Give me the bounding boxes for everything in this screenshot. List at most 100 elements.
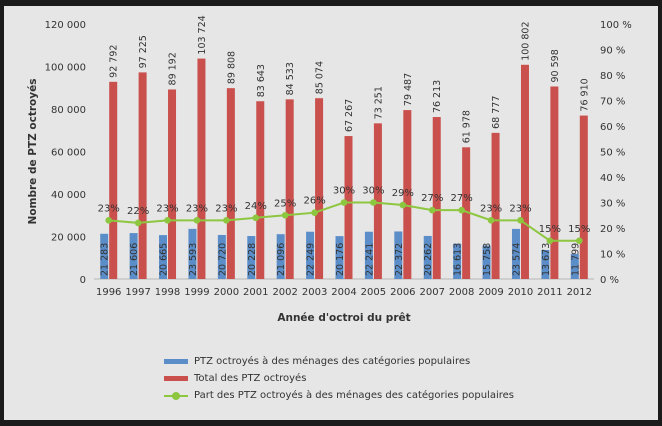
y2-tick-label: 100 %: [600, 20, 632, 31]
x-tick-label: 2007: [420, 287, 445, 298]
y2-tick-label: 20 %: [600, 224, 625, 235]
bar-total-label: 79 487: [403, 73, 414, 106]
bar-total: [579, 115, 588, 279]
x-tick-label: 2010: [508, 287, 533, 298]
x-tick-label: 1997: [125, 287, 150, 298]
bar-popular: [482, 245, 491, 279]
bar-popular-label: 20 176: [335, 243, 346, 276]
share-label: 23%: [509, 203, 531, 214]
legend-item-total: Total des PTZ octroyés: [164, 370, 514, 387]
bar-popular: [570, 253, 579, 279]
bar-total-label: 103 724: [197, 15, 208, 54]
share-point: [487, 217, 495, 224]
bar-popular-label: 20 228: [247, 243, 258, 276]
share-label: 26%: [303, 196, 325, 207]
y2-tick-label: 50 %: [600, 148, 625, 159]
bar-popular: [188, 228, 197, 279]
x-tick-label: 2012: [567, 287, 592, 298]
bar-popular-label: 21 096: [276, 243, 287, 276]
share-point: [517, 217, 524, 224]
x-tick-label: 2003: [302, 287, 327, 298]
share-label: 29%: [392, 188, 414, 199]
y2-tick-label: 90 %: [600, 46, 625, 57]
bar-popular: [276, 234, 285, 279]
share-point: [164, 217, 171, 224]
bar-total-label: 76 213: [432, 80, 443, 113]
x-tick-label: 2006: [390, 287, 415, 298]
bar-total: [138, 72, 147, 279]
y2-tick-label: 10 %: [600, 250, 625, 261]
bar-total-label: 76 910: [579, 78, 590, 111]
bar-total-label: 92 792: [109, 45, 120, 78]
bar-popular-label: 23 574: [511, 243, 522, 276]
y2-tick-label: 80 %: [600, 71, 625, 82]
y-tick-label: 0: [80, 275, 86, 286]
share-point: [546, 237, 554, 245]
bar-total: [462, 147, 471, 279]
bar-total: [285, 99, 294, 280]
bar-popular: [129, 233, 138, 279]
bar-total-label: 68 777: [491, 96, 502, 129]
bar-total: [491, 132, 500, 279]
bar-popular-label: 22 372: [394, 243, 405, 276]
y-tick-label: 120 000: [45, 20, 86, 31]
bar-popular-label: 22 241: [364, 243, 375, 276]
bar-popular: [394, 231, 403, 279]
bar-popular-label: 11 799: [570, 243, 581, 276]
bar-total-label: 67 267: [344, 99, 355, 132]
share-point: [399, 201, 407, 209]
bar-total: [373, 123, 382, 280]
bar-total: [403, 110, 412, 280]
bar-total-label: 84 533: [285, 62, 296, 95]
y-tick-label: 20 000: [51, 233, 86, 244]
x-tick-label: 1998: [155, 287, 180, 298]
bar-total-label: 97 225: [138, 35, 149, 68]
share-point: [370, 199, 377, 206]
share-label: 30%: [362, 186, 384, 197]
y-tick-label: 100 000: [45, 63, 86, 74]
y-tick-label: 80 000: [51, 105, 86, 116]
bar-popular: [335, 236, 344, 279]
y-axis-title: Nombre de PTZ octroyés: [27, 79, 39, 225]
legend-label-share: Part des PTZ octroyés à des ménages des …: [194, 390, 514, 401]
share-label: 23%: [156, 203, 178, 214]
bar-total: [168, 89, 177, 279]
bar-popular-label: 20 665: [159, 243, 170, 276]
x-tick-label: 2011: [537, 287, 562, 298]
x-tick-label: 1996: [96, 287, 121, 298]
bar-total-label: 73 251: [373, 86, 384, 119]
legend-swatch-total: [164, 376, 188, 381]
x-axis-title: Année d'octroi du prêt: [277, 312, 410, 324]
share-label: 22%: [127, 206, 149, 217]
bar-total: [315, 98, 324, 280]
share-label: 25%: [274, 198, 296, 209]
bar-popular: [453, 243, 462, 279]
legend-swatch-share: [164, 391, 188, 400]
bar-popular-label: 20 262: [423, 243, 434, 276]
bar-popular: [159, 235, 168, 279]
share-point: [575, 237, 583, 245]
y2-tick-label: 30 %: [600, 199, 625, 210]
bar-popular-label: 23 593: [188, 243, 199, 276]
share-label: 23%: [186, 203, 208, 214]
share-label: 15%: [539, 224, 561, 235]
share-label: 23%: [215, 203, 237, 214]
bar-total-label: 89 192: [168, 52, 179, 85]
bar-total: [226, 88, 235, 280]
share-label: 23%: [480, 203, 502, 214]
bar-total-label: 90 598: [550, 49, 561, 82]
x-tick-label: 2004: [331, 287, 356, 298]
share-point: [458, 206, 465, 214]
bar-total-label: 85 074: [315, 61, 326, 94]
bar-popular: [306, 231, 315, 279]
share-point: [193, 217, 201, 224]
share-label: 27%: [451, 193, 473, 204]
bar-popular-label: 15 758: [482, 243, 493, 276]
bar-total: [344, 136, 353, 279]
legend: PTZ octroyés à des ménages des catégorie…: [164, 353, 514, 404]
bar-popular: [217, 234, 226, 279]
bar-total-label: 89 808: [226, 51, 237, 84]
x-tick-label: 2008: [449, 287, 474, 298]
y2-tick-label: 70 %: [600, 97, 625, 108]
bar-total-label: 83 643: [256, 64, 267, 97]
